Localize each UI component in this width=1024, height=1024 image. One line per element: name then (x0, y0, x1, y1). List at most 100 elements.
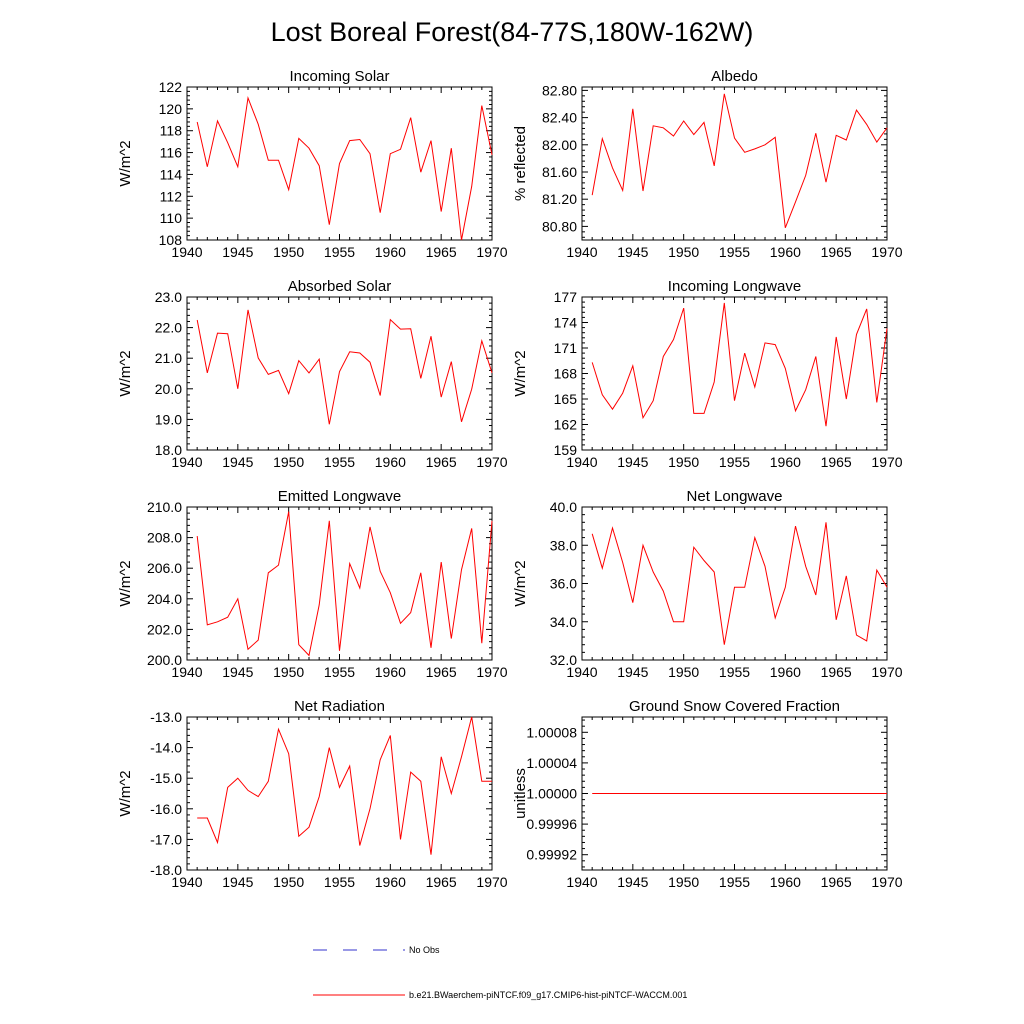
x-tick-label: 1955 (719, 454, 750, 470)
y-tick-label: 1.00004 (526, 755, 577, 771)
x-tick-label: 1960 (375, 244, 406, 260)
x-tick-label: 1950 (273, 454, 304, 470)
y-tick-label: 23.0 (155, 289, 182, 305)
y-tick-label: 81.20 (542, 191, 577, 207)
y-tick-label: 116 (160, 145, 183, 161)
x-tick-label: 1965 (426, 664, 457, 680)
y-tick-label: 165 (554, 391, 578, 407)
panel-title: Net Radiation (294, 698, 385, 715)
y-tick-label: 32.0 (550, 652, 577, 668)
x-tick-label: 1955 (719, 874, 750, 890)
x-tick-label: 1965 (821, 664, 852, 680)
y-axis-label: W/m^2 (117, 560, 134, 606)
y-axis-label: unitless (512, 768, 529, 819)
y-tick-label: 38.0 (550, 537, 577, 553)
x-tick-label: 1970 (476, 454, 507, 470)
y-tick-label: -14.0 (150, 740, 182, 756)
x-tick-label: 1970 (476, 664, 507, 680)
x-tick-label: 1970 (476, 244, 507, 260)
x-tick-label: 1945 (222, 244, 253, 260)
x-tick-label: 1965 (426, 454, 457, 470)
x-tick-label: 1960 (770, 244, 801, 260)
series-line (196, 95, 493, 241)
x-tick-label: 1945 (222, 454, 253, 470)
x-tick-label: 1950 (668, 244, 699, 260)
plot-frame (581, 296, 888, 451)
panel-title: Net Longwave (687, 488, 783, 505)
x-tick-label: 1970 (871, 874, 902, 890)
y-tick-label: -15.0 (150, 770, 182, 786)
x-tick-label: 1955 (324, 874, 355, 890)
panel-title: Incoming Longwave (668, 278, 801, 295)
series-line (591, 302, 888, 427)
x-tick-label: 1950 (273, 244, 304, 260)
y-tick-label: 34.0 (550, 614, 577, 630)
y-axis-label: W/m^2 (512, 350, 529, 396)
plot-frame (186, 506, 493, 661)
panel-title: Emitted Longwave (278, 488, 401, 505)
legend-label: b.e21.BWaerchem-piNTCF.f09_g17.CMIP6-his… (409, 990, 687, 1000)
x-tick-label: 1960 (375, 874, 406, 890)
x-tick-label: 1965 (821, 874, 852, 890)
y-tick-label: 80.80 (542, 218, 577, 234)
x-tick-label: 1950 (668, 874, 699, 890)
x-tick-label: 1955 (324, 664, 355, 680)
y-tick-label: 21.0 (155, 350, 182, 366)
y-tick-label: 168 (554, 366, 578, 382)
y-tick-label: -16.0 (150, 801, 182, 817)
x-tick-label: 1965 (821, 454, 852, 470)
x-tick-label: 1970 (476, 874, 507, 890)
x-tick-label: 1950 (668, 454, 699, 470)
x-tick-label: 1955 (719, 244, 750, 260)
y-tick-label: 19.0 (155, 411, 182, 427)
x-tick-label: 1945 (222, 874, 253, 890)
y-tick-label: 22.0 (155, 320, 182, 336)
panel-4: Incoming Longwave W/m^2 1940 1945 1950 1955 19… (512, 278, 903, 470)
y-tick-label: 18.0 (155, 442, 182, 458)
y-tick-label: 0.99996 (526, 816, 577, 832)
legend: No Obs b.e21.BWaerchem-piNTCF.f09_g17.CMI… (313, 945, 687, 1000)
x-tick-label: 1970 (871, 664, 902, 680)
series-line (196, 309, 493, 425)
panel-5: Emitted Longwave W/m^2 1940 1945 1950 1955 196… (117, 488, 508, 680)
y-tick-label: -17.0 (150, 831, 182, 847)
series-line (591, 93, 888, 228)
y-tick-label: 82.00 (542, 137, 577, 153)
y-tick-label: 174 (554, 315, 578, 331)
y-tick-label: 110 (160, 210, 183, 226)
x-tick-label: 1950 (273, 874, 304, 890)
plot-frame (186, 716, 493, 871)
x-tick-label: 1970 (871, 244, 902, 260)
x-tick-label: 1965 (821, 244, 852, 260)
x-tick-label: 1955 (719, 664, 750, 680)
y-tick-label: 36.0 (550, 576, 577, 592)
panel-title: Ground Snow Covered Fraction (629, 698, 840, 715)
x-tick-label: 1945 (617, 244, 648, 260)
x-tick-label: 1960 (770, 874, 801, 890)
y-axis-label: % reflected (512, 126, 529, 201)
y-tick-label: 40.0 (550, 499, 577, 515)
figure-title: Lost Boreal Forest(84-77S,180W-162W) (271, 17, 754, 47)
panels-group: Incoming Solar W/m^2 1940 1945 1950 1955 1960 1… (117, 68, 903, 890)
x-tick-label: 1955 (324, 454, 355, 470)
y-tick-label: 171 (554, 340, 578, 356)
series-line (196, 511, 493, 657)
y-tick-label: 177 (554, 289, 578, 305)
panel-3: Absorbed Solar W/m^2 1940 1945 1950 1955 1960 1… (117, 278, 508, 470)
x-tick-label: 1945 (222, 664, 253, 680)
x-tick-label: 1940 (566, 874, 597, 890)
panel-title: Albedo (711, 68, 758, 85)
y-tick-label: 210.0 (147, 499, 182, 515)
x-tick-label: 1965 (426, 874, 457, 890)
y-tick-label: 82.40 (542, 110, 577, 126)
y-tick-label: 0.99992 (526, 847, 577, 863)
y-axis-label: W/m^2 (117, 140, 134, 186)
y-tick-label: 162 (554, 417, 578, 433)
y-tick-label: 120 (159, 101, 183, 117)
panel-6: Net Longwave W/m^2 1940 1945 1950 1955 1960 196… (512, 488, 903, 680)
x-tick-label: 1965 (426, 244, 457, 260)
y-tick-label: 200.0 (147, 652, 182, 668)
panel-title: Absorbed Solar (288, 278, 391, 295)
y-tick-label: 159 (554, 442, 578, 458)
x-tick-label: 1955 (324, 244, 355, 260)
